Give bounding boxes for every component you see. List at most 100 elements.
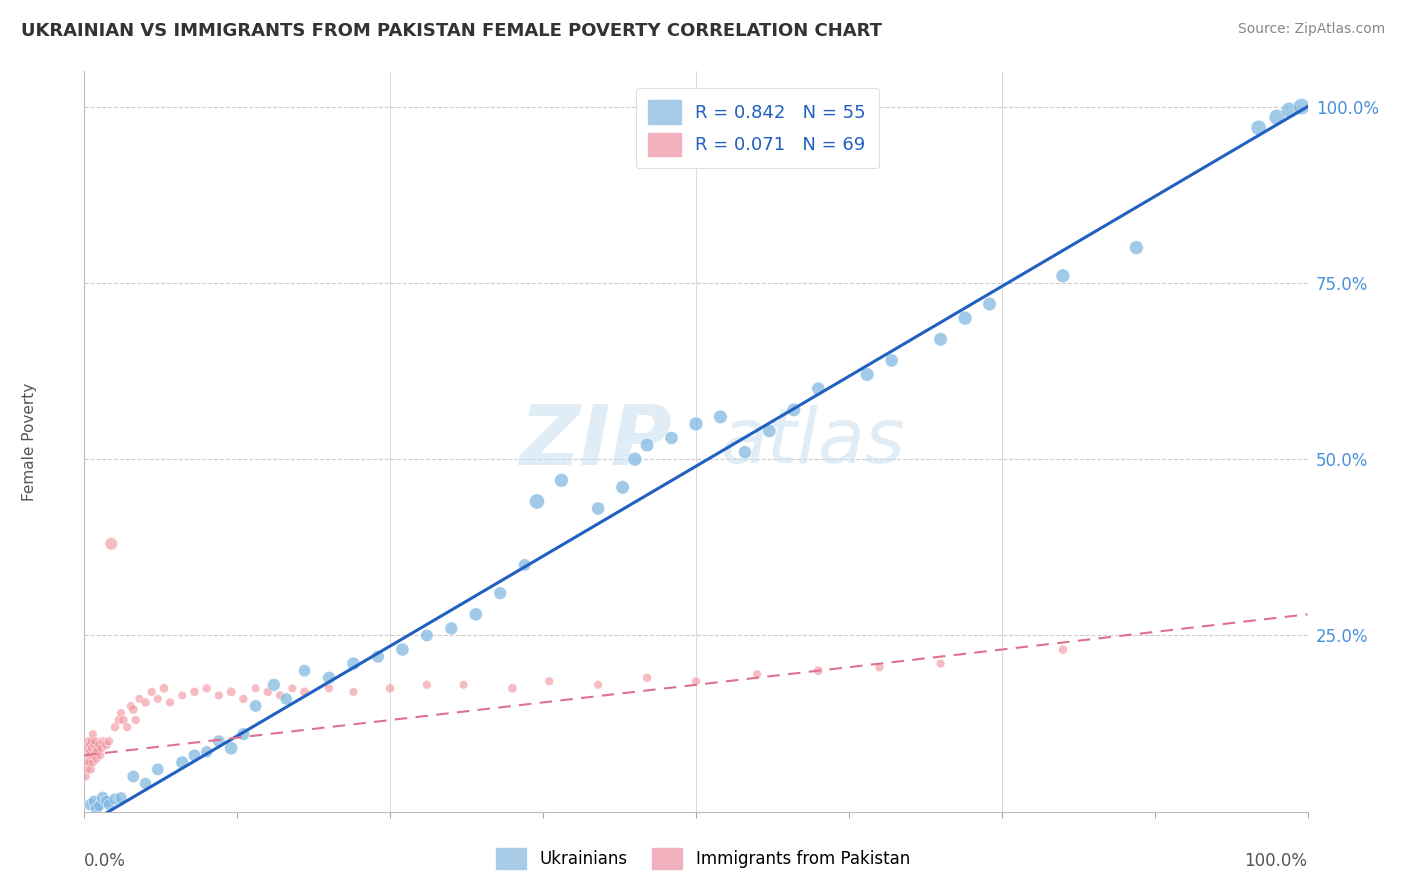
Point [110, 706, 132, 720]
Point [269, 689, 291, 703]
Point [183, 748, 205, 763]
Point [367, 649, 389, 664]
Point [172, 756, 194, 770]
Point [83, 748, 105, 763]
Point [89, 748, 111, 763]
Point [807, 664, 830, 678]
Point [807, 382, 830, 396]
Point [79, 797, 101, 812]
Point [86, 801, 108, 815]
Point [929, 657, 952, 671]
Point [125, 713, 148, 727]
Point [112, 713, 135, 727]
Point [661, 431, 683, 445]
Point [880, 353, 903, 368]
Point [464, 607, 486, 622]
Point [257, 685, 280, 699]
Point [100, 537, 122, 551]
Point [77, 745, 100, 759]
Point [77, 756, 100, 770]
Point [115, 720, 138, 734]
Point [104, 720, 127, 734]
Point [120, 698, 142, 713]
Point [146, 763, 169, 777]
Legend: R = 0.842   N = 55, R = 0.071   N = 69: R = 0.842 N = 55, R = 0.071 N = 69 [636, 87, 879, 169]
Point [685, 417, 707, 431]
Point [624, 452, 647, 467]
Point [91, 790, 114, 805]
Point [159, 695, 181, 709]
Point [79, 748, 101, 763]
Point [513, 558, 536, 572]
Point [90, 741, 112, 756]
Point [416, 678, 439, 692]
Point [208, 689, 231, 703]
Text: ZIP: ZIP [519, 401, 672, 482]
Point [141, 685, 163, 699]
Point [783, 402, 806, 417]
Point [526, 494, 548, 508]
Point [135, 776, 157, 790]
Point [636, 438, 658, 452]
Text: UKRAINIAN VS IMMIGRANTS FROM PAKISTAN FEMALE POVERTY CORRELATION CHART: UKRAINIAN VS IMMIGRANTS FROM PAKISTAN FE… [21, 22, 882, 40]
Point [208, 734, 231, 748]
Point [128, 692, 150, 706]
Point [276, 692, 298, 706]
Text: 100.0%: 100.0% [1244, 853, 1308, 871]
Point [79, 763, 101, 777]
Point [77, 738, 100, 752]
Point [83, 794, 105, 808]
Point [183, 685, 205, 699]
Point [1278, 103, 1301, 117]
Point [586, 678, 609, 692]
Point [440, 621, 463, 635]
Point [96, 738, 118, 752]
Point [245, 698, 267, 713]
Point [709, 409, 731, 424]
Point [685, 674, 707, 689]
Point [416, 628, 439, 642]
Point [77, 748, 100, 763]
Point [342, 657, 364, 671]
Point [153, 681, 176, 696]
Point [84, 734, 107, 748]
Text: Female Poverty: Female Poverty [22, 383, 37, 500]
Point [747, 667, 769, 681]
Point [146, 692, 169, 706]
Point [453, 678, 475, 692]
Point [929, 332, 952, 346]
Text: 0.0%: 0.0% [84, 853, 127, 871]
Point [110, 790, 132, 805]
Point [219, 685, 242, 699]
Point [1125, 241, 1147, 255]
Point [1291, 100, 1313, 114]
Point [979, 297, 1001, 311]
Point [489, 586, 512, 600]
Point [550, 473, 572, 487]
Point [76, 763, 98, 777]
Point [734, 445, 756, 459]
Point [263, 678, 285, 692]
Point [1052, 268, 1074, 283]
Point [502, 681, 524, 696]
Point [342, 685, 364, 699]
Point [135, 695, 157, 709]
Point [82, 727, 104, 741]
Point [80, 734, 103, 748]
Point [87, 738, 110, 752]
Point [1265, 110, 1288, 124]
Point [219, 741, 242, 756]
Point [122, 702, 145, 716]
Point [86, 752, 108, 766]
Point [77, 741, 100, 756]
Point [318, 681, 340, 696]
Point [869, 660, 891, 674]
Point [87, 799, 110, 814]
Point [87, 745, 110, 759]
Point [586, 501, 609, 516]
Point [91, 734, 114, 748]
Point [294, 664, 316, 678]
Point [82, 756, 104, 770]
Point [281, 681, 304, 696]
Point [104, 792, 127, 806]
